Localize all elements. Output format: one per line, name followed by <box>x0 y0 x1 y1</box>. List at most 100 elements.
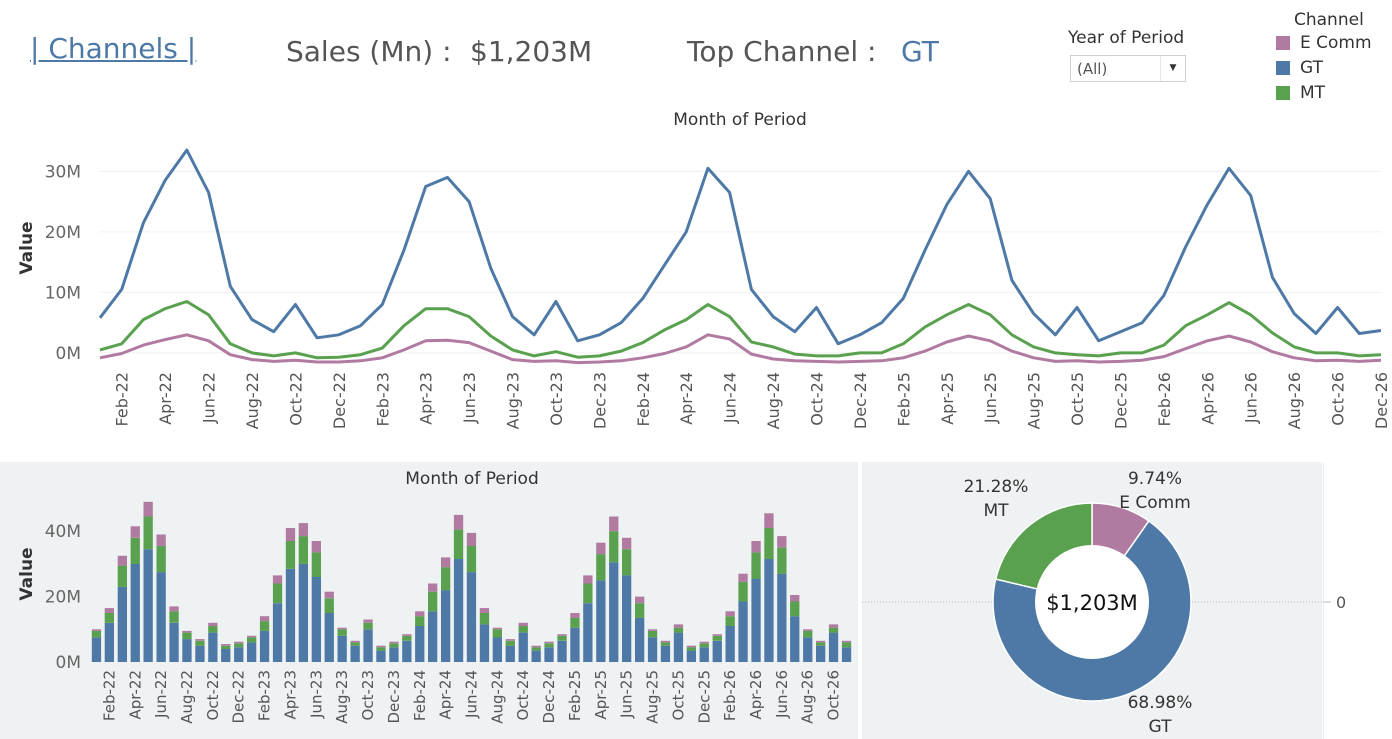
bar-segment-mt[interactable] <box>479 613 490 625</box>
bar-segment-ecomm[interactable] <box>751 541 761 553</box>
bar-segment-ecomm[interactable] <box>428 583 438 592</box>
bar-segment-gt[interactable] <box>790 616 800 662</box>
bar-segment-mt[interactable] <box>790 601 800 617</box>
bar-segment-mt[interactable] <box>647 630 658 638</box>
bar-segment-mt[interactable] <box>492 629 502 638</box>
bar-segment-gt[interactable] <box>221 648 231 662</box>
bar-segment-gt[interactable] <box>195 645 205 662</box>
bar-segment-ecomm[interactable] <box>221 644 231 646</box>
bar-segment-mt[interactable] <box>570 617 580 628</box>
bar-segment-gt[interactable] <box>259 630 270 662</box>
bar-segment-ecomm[interactable] <box>311 541 321 553</box>
bar-segment-ecomm[interactable] <box>389 641 399 644</box>
bar-segment-ecomm[interactable] <box>570 613 580 618</box>
bar-segment-gt[interactable] <box>622 575 632 662</box>
bar-segment-gt[interactable] <box>738 601 748 663</box>
bar-segment-gt[interactable] <box>725 626 735 662</box>
bar-segment-mt[interactable] <box>673 627 684 633</box>
bar-segment-ecomm[interactable] <box>453 514 464 530</box>
bar-segment-gt[interactable] <box>635 617 645 662</box>
bar-segment-mt[interactable] <box>751 552 761 579</box>
bar-segment-gt[interactable] <box>479 624 490 662</box>
bar-segment-gt[interactable] <box>156 572 166 662</box>
bar-segment-mt[interactable] <box>208 626 218 633</box>
bar-segment-mt[interactable] <box>117 565 127 587</box>
bar-segment-ecomm[interactable] <box>544 641 554 644</box>
bar-segment-ecomm[interactable] <box>415 611 425 617</box>
bar-segment-ecomm[interactable] <box>324 591 334 599</box>
bar-segment-gt[interactable] <box>350 645 360 662</box>
bar-segment-gt[interactable] <box>117 586 127 662</box>
bar-segment-gt[interactable] <box>466 572 477 662</box>
bar-segment-mt[interactable] <box>660 642 671 646</box>
bar-segment-mt[interactable] <box>544 643 554 648</box>
bar-segment-gt[interactable] <box>777 573 787 662</box>
bar-segment-gt[interactable] <box>247 642 257 662</box>
bar-segment-ecomm[interactable] <box>337 627 347 630</box>
bar-segment-ecomm[interactable] <box>635 596 645 604</box>
bar-segment-ecomm[interactable] <box>583 575 593 584</box>
bar-segment-ecomm[interactable] <box>803 629 813 631</box>
bar-segment-gt[interactable] <box>557 640 567 663</box>
bar-segment-ecomm[interactable] <box>777 536 787 548</box>
bar-segment-mt[interactable] <box>350 642 360 646</box>
bar-segment-mt[interactable] <box>441 567 451 591</box>
bar-segment-ecomm[interactable] <box>622 537 632 550</box>
bar-segment-ecomm[interactable] <box>816 640 826 643</box>
bar-segment-gt[interactable] <box>583 603 593 662</box>
bar-segment-ecomm[interactable] <box>790 595 800 602</box>
bar-segment-gt[interactable] <box>143 549 153 662</box>
legend-item-ecomm[interactable]: E Comm <box>1276 30 1372 55</box>
bar-segment-mt[interactable] <box>816 642 826 646</box>
bar-segment-mt[interactable] <box>635 603 645 618</box>
bar-segment-mt[interactable] <box>609 531 619 563</box>
bar-segment-ecomm[interactable] <box>169 606 179 612</box>
bar-segment-mt[interactable] <box>389 643 399 648</box>
line-series-ecomm[interactable] <box>99 333 1382 365</box>
bar-segment-mt[interactable] <box>686 647 696 651</box>
bar-segment-ecomm[interactable] <box>91 629 102 631</box>
bar-segment-gt[interactable] <box>828 632 839 662</box>
year-of-period-select[interactable]: (All) ▼ <box>1070 55 1186 82</box>
bar-segment-ecomm[interactable] <box>699 641 709 644</box>
bar-segment-ecomm[interactable] <box>195 639 205 641</box>
bar-segment-gt[interactable] <box>363 629 373 662</box>
bar-segment-mt[interactable] <box>699 643 709 648</box>
bar-segment-gt[interactable] <box>531 650 541 662</box>
bar-segment-ecomm[interactable] <box>660 640 671 643</box>
legend-item-mt[interactable]: MT <box>1276 80 1372 105</box>
bar-segment-gt[interactable] <box>337 635 347 662</box>
bar-segment-mt[interactable] <box>518 626 528 633</box>
bar-segment-mt[interactable] <box>130 537 140 564</box>
bar-segment-gt[interactable] <box>596 580 606 662</box>
bar-segment-gt[interactable] <box>660 645 671 662</box>
bar-segment-mt[interactable] <box>91 630 102 638</box>
bar-segment-ecomm[interactable] <box>738 573 748 582</box>
bar-segment-mt[interactable] <box>803 630 813 638</box>
bar-segment-mt[interactable] <box>712 635 722 641</box>
bar-segment-mt[interactable] <box>531 647 541 651</box>
bar-segment-gt[interactable] <box>751 578 761 662</box>
bar-segment-mt[interactable] <box>466 545 477 573</box>
bar-segment-gt[interactable] <box>182 639 192 662</box>
bar-segment-mt[interactable] <box>376 647 386 651</box>
bar-segment-ecomm[interactable] <box>647 629 658 631</box>
bar-segment-mt[interactable] <box>195 640 205 646</box>
bar-segment-ecomm[interactable] <box>156 534 166 546</box>
bar-segment-gt[interactable] <box>453 559 464 662</box>
bar-segment-ecomm[interactable] <box>505 639 515 641</box>
bar-segment-mt[interactable] <box>841 642 852 648</box>
bar-segment-mt[interactable] <box>725 616 735 626</box>
dropdown-arrow-icon[interactable]: ▼ <box>1160 56 1185 81</box>
bar-segment-ecomm[interactable] <box>596 542 606 555</box>
bar-segment-gt[interactable] <box>803 637 813 663</box>
bar-segment-gt[interactable] <box>208 632 218 662</box>
bar-segment-ecomm[interactable] <box>298 523 308 537</box>
bar-segment-mt[interactable] <box>415 616 425 626</box>
bar-segment-gt[interactable] <box>298 563 308 662</box>
bar-segment-mt[interactable] <box>247 637 257 643</box>
line-series-mt[interactable] <box>99 300 1382 360</box>
bar-segment-mt[interactable] <box>764 528 774 560</box>
bar-segment-mt[interactable] <box>428 591 438 612</box>
bar-segment-ecomm[interactable] <box>285 528 296 542</box>
